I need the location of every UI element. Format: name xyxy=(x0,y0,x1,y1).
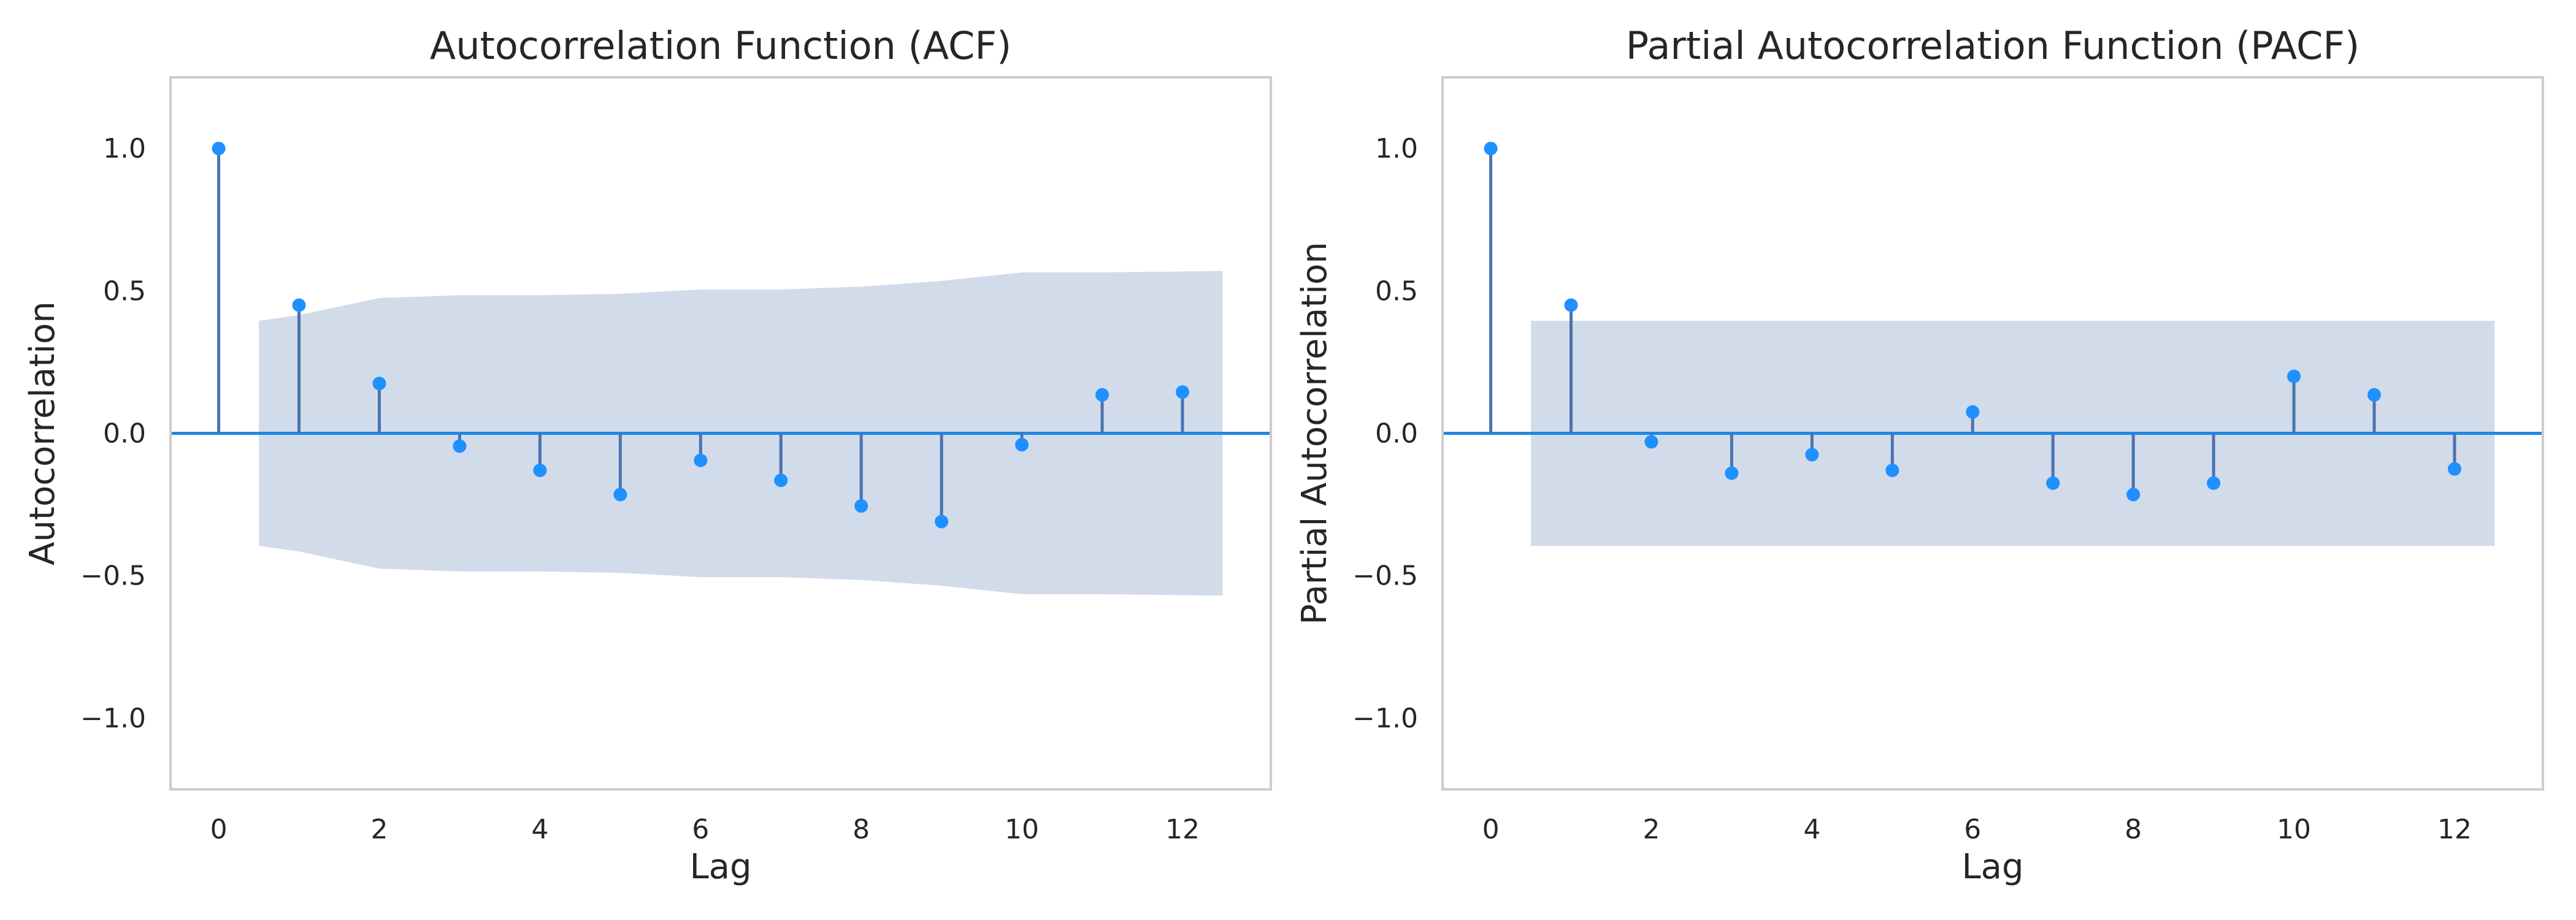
pacf-y-tick-0: 0.0 xyxy=(1375,418,1418,450)
acf-y-tick--0.5: −0.5 xyxy=(80,561,146,592)
pacf-marker-lag-3 xyxy=(1725,466,1739,480)
pacf-marker-lag-4 xyxy=(1805,448,1819,462)
acf-marker-lag-1 xyxy=(292,298,306,312)
pacf-marker-lag-9 xyxy=(2207,476,2221,490)
acf-marker-lag-5 xyxy=(613,488,627,502)
pacf-marker-lag-8 xyxy=(2126,488,2141,502)
pacf-y-tick-1: 1.0 xyxy=(1375,133,1418,164)
pacf-frame xyxy=(1441,76,2544,791)
pacf-marker-lag-11 xyxy=(2367,388,2382,402)
acf-x-tick-4: 4 xyxy=(531,814,548,845)
pacf-marker-lag-10 xyxy=(2287,369,2301,383)
acf-y-tick-1: 1.0 xyxy=(103,133,146,164)
pacf-x-tick-10: 10 xyxy=(2277,814,2311,845)
acf-y-axis-label: Autocorrelation xyxy=(23,301,63,565)
pacf-y-tick--1: −1.0 xyxy=(1352,703,1418,734)
acf-marker-lag-7 xyxy=(774,473,788,488)
acf-marker-lag-9 xyxy=(935,515,949,529)
acf-marker-lag-6 xyxy=(694,453,708,467)
acf-x-axis-label: Lag xyxy=(689,847,751,887)
pacf-marker-lag-2 xyxy=(1644,435,1658,449)
acf-marker-lag-11 xyxy=(1095,388,1110,402)
pacf-marker-lag-7 xyxy=(2046,476,2060,490)
acf-x-tick-10: 10 xyxy=(1005,814,1039,845)
acf-x-tick-2: 2 xyxy=(370,814,388,845)
pacf-marker-lag-6 xyxy=(1966,405,1980,419)
pacf-panel: Partial Autocorrelation Function (PACF) … xyxy=(1295,23,2544,887)
pacf-y-tick-0.5: 0.5 xyxy=(1375,275,1418,307)
acf-title: Autocorrelation Function (ACF) xyxy=(430,23,1011,68)
acf-y-tick--1: −1.0 xyxy=(80,703,146,734)
pacf-marker-lag-5 xyxy=(1885,463,1899,477)
pacf-y-axis-label: Partial Autocorrelation xyxy=(1295,242,1335,624)
acf-marker-lag-3 xyxy=(453,439,467,453)
acf-x-tick-0: 0 xyxy=(210,814,228,845)
acf-x-tick-8: 8 xyxy=(853,814,870,845)
pacf-y-tick--0.5: −0.5 xyxy=(1352,561,1418,592)
acf-y-tick-0.5: 0.5 xyxy=(103,275,146,307)
pacf-x-axis-label: Lag xyxy=(1961,847,2023,887)
pacf-marker-lag-0 xyxy=(1484,142,1498,156)
pacf-x-tick-0: 0 xyxy=(1482,814,1500,845)
acf-marker-lag-12 xyxy=(1175,385,1189,399)
pacf-marker-lag-1 xyxy=(1564,298,1578,312)
pacf-x-tick-8: 8 xyxy=(2125,814,2142,845)
pacf-x-tick-2: 2 xyxy=(1643,814,1660,845)
acf-marker-lag-2 xyxy=(372,377,386,391)
acf-marker-lag-0 xyxy=(212,142,226,156)
pacf-marker-lag-12 xyxy=(2447,462,2461,476)
acf-marker-lag-10 xyxy=(1015,438,1029,452)
acf-frame xyxy=(169,76,1272,791)
acf-marker-lag-8 xyxy=(854,499,868,513)
pacf-plot-area xyxy=(1441,76,2544,791)
acf-panel: Autocorrelation Function (ACF) Lag Autoc… xyxy=(23,23,1272,887)
acf-x-tick-6: 6 xyxy=(692,814,709,845)
acf-marker-lag-4 xyxy=(533,463,547,477)
pacf-x-tick-12: 12 xyxy=(2437,814,2472,845)
pacf-title: Partial Autocorrelation Function (PACF) xyxy=(1626,23,2359,68)
acf-x-tick-12: 12 xyxy=(1165,814,1200,845)
pacf-x-tick-4: 4 xyxy=(1803,814,1820,845)
acf-y-tick-0: 0.0 xyxy=(103,418,146,450)
pacf-x-tick-6: 6 xyxy=(1964,814,1981,845)
acf-plot-area xyxy=(169,76,1272,791)
